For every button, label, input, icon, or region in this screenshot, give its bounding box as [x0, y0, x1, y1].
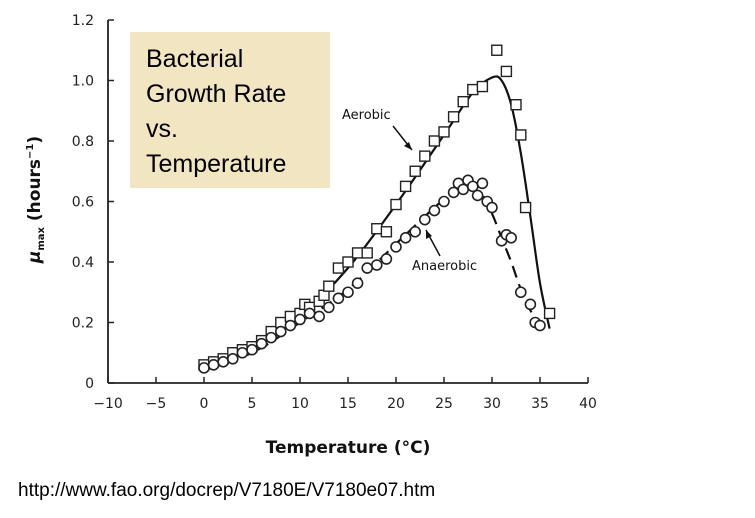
anaerobic-point [303, 307, 316, 320]
anaerobic-point [236, 346, 249, 359]
aerobic-point [332, 262, 345, 274]
anaerobic-point [409, 225, 422, 238]
anaerobic-point [486, 201, 498, 214]
anaerobic-point [322, 301, 335, 314]
x-tick-label: 10 [291, 396, 309, 412]
source-url: http://www.fao.org/docrep/V7180E/V7180e0… [18, 480, 436, 501]
y-tick-label: 1.0 [72, 74, 94, 90]
aerobic-point [428, 135, 441, 147]
aerobic-point [457, 95, 469, 108]
x-axis-title: Temperature (°C) [266, 438, 431, 458]
x-tick-label: 30 [483, 396, 501, 412]
aerobic-point [361, 247, 373, 259]
anaerobic-fit-curve [203, 186, 541, 369]
anaerobic-point [438, 195, 450, 208]
aerobic-label: Aerobic [342, 108, 391, 123]
anaerobic-point [198, 362, 210, 374]
anaerobic-point [255, 337, 268, 350]
anaerobic-point [274, 325, 287, 338]
chart-labels: Aerobic Anaerobic [342, 108, 477, 274]
anaerobic-point [514, 286, 527, 299]
anaerobic-label: Anaerobic [412, 259, 477, 274]
aerobic-point [323, 280, 335, 292]
aerobic-point [543, 307, 556, 320]
anaerobic-point [217, 356, 229, 368]
chart-title-line: Temperature [146, 150, 287, 178]
aerobic-point [342, 256, 354, 268]
anaerobic-point [313, 310, 326, 323]
aerobic-point [500, 65, 513, 78]
y-tick-label: 0.8 [72, 134, 94, 150]
anaerobic-point [471, 189, 484, 202]
anaerobic-point [399, 232, 412, 244]
chart-title-line: Growth Rate [146, 80, 287, 108]
anaerobic-point [265, 331, 278, 344]
aerobic-point [510, 98, 522, 111]
y-tick-label: 0.4 [72, 255, 94, 271]
anaerobic-point [390, 241, 402, 253]
anaerobic-point [418, 213, 431, 226]
anaerobic-point [332, 292, 345, 305]
aerobic-point [447, 111, 460, 123]
chart-axes: −10 −5 0 5 10 15 20 25 30 35 40 0 0.2 0.4 0.6 0.8 1.0 1.2… [25, 13, 597, 458]
x-tick-label: −10 [93, 396, 123, 412]
aerobic-point [390, 198, 402, 211]
y-tick-label: 0 [85, 376, 94, 392]
anaerobic-point [294, 313, 306, 326]
anaerobic-point [351, 277, 364, 289]
aerobic-point [371, 223, 383, 235]
aerobic-point [419, 150, 431, 162]
anaerobic-point [246, 343, 258, 356]
x-tick-label: −5 [146, 396, 167, 412]
x-tick-label: 0 [200, 396, 209, 412]
anaerobic-point [380, 253, 393, 265]
anaerobic-point [428, 204, 441, 217]
x-tick-label: 15 [339, 396, 357, 412]
x-tick-label: 40 [579, 396, 597, 412]
y-tick-label: 1.2 [72, 13, 94, 29]
y-tick-label: 0.2 [72, 316, 94, 332]
chart-title-line: vs. [146, 115, 178, 143]
y-axis-title: μmax (hours−1) [25, 136, 47, 264]
anaerobic-point [524, 298, 537, 311]
aerobic-point [519, 201, 532, 214]
anaerobic-point [361, 262, 374, 274]
aerobic-point [351, 247, 364, 259]
x-tick-label: 5 [248, 396, 257, 412]
aerobic-point [491, 44, 503, 56]
anaerobic-point [227, 352, 239, 365]
aerobic-point [438, 126, 450, 138]
anaerobic-point [534, 319, 546, 332]
chart-title-line: Bacterial [146, 45, 244, 73]
x-tick-label: 25 [435, 396, 453, 412]
aerobic-point [515, 129, 527, 141]
anaerobic-point [284, 319, 297, 332]
anaerobic-arrow-head [426, 230, 432, 239]
anaerobic-point [370, 259, 383, 271]
anaerobic-point [505, 232, 518, 244]
y-tick-label: 0.6 [72, 195, 94, 211]
aerobic-point [476, 80, 489, 93]
x-tick-label: 35 [531, 396, 549, 412]
aerobic-point [399, 180, 412, 193]
data-markers [198, 44, 556, 374]
aerobic-point [467, 83, 479, 96]
x-tick-label: 20 [387, 396, 405, 412]
anaerobic-point [342, 286, 354, 299]
aerobic-arrow-head [404, 142, 412, 150]
chart-title-box: Bacterial Growth Rate vs. Temperature [130, 32, 330, 188]
aerobic-point [409, 165, 421, 177]
aerobic-point [380, 226, 393, 238]
anaerobic-point [207, 359, 220, 371]
anaerobic-point [476, 177, 489, 190]
